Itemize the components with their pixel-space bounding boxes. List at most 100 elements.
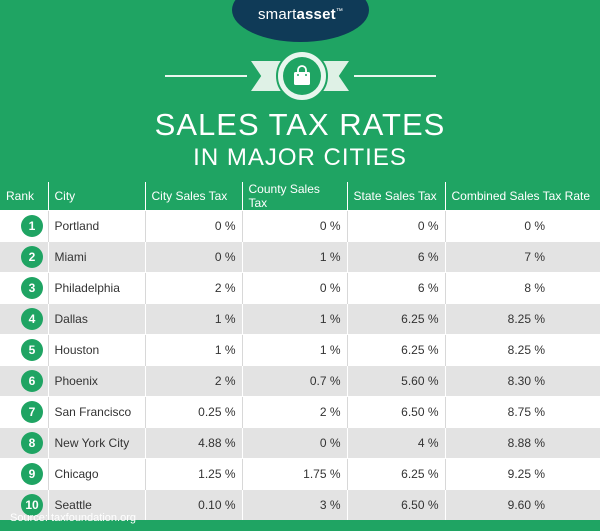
header-city: City bbox=[48, 182, 146, 211]
rank-cell: 6 bbox=[0, 365, 49, 397]
combined-rate-cell: 0 % bbox=[445, 210, 600, 242]
sales-tax-table: Rank City City Sales Tax County Sales Ta… bbox=[0, 182, 600, 520]
rank-badge: 7 bbox=[21, 401, 43, 423]
state-tax-cell: 6.50 % bbox=[347, 489, 446, 520]
combined-rate-cell: 8.75 % bbox=[445, 396, 600, 428]
logo-text-smart: smart bbox=[257, 6, 297, 23]
county-tax-cell: 0 % bbox=[242, 210, 348, 242]
state-tax-cell: 5.60 % bbox=[347, 365, 446, 397]
city-tax-cell: 0 % bbox=[145, 241, 243, 273]
combined-rate-cell: 8 % bbox=[445, 272, 600, 304]
combined-rate-cell: 9.25 % bbox=[445, 458, 600, 490]
county-tax-cell: 0.7 % bbox=[242, 365, 348, 397]
city-tax-cell: 0.10 % bbox=[145, 489, 243, 520]
title-line-1: SALES TAX RATES bbox=[154, 107, 446, 142]
logo-trademark: ™ bbox=[335, 8, 344, 15]
county-tax-cell: 1 % bbox=[242, 241, 348, 273]
county-tax-cell: 1.75 % bbox=[242, 458, 348, 490]
table-row: 10 Seattle 0.10 % 3 % 6.50 % 9.60 % bbox=[0, 489, 600, 520]
city-cell: Seattle bbox=[48, 489, 146, 520]
combined-rate-cell: 9.60 % bbox=[445, 489, 600, 520]
rank-cell: 1 bbox=[0, 210, 49, 242]
state-tax-cell: 4 % bbox=[347, 427, 446, 459]
rank-badge: 3 bbox=[21, 277, 43, 299]
combined-rate-cell: 7 % bbox=[445, 241, 600, 273]
header-county-sales-tax: County Sales Tax bbox=[242, 182, 348, 211]
city-tax-cell: 2 % bbox=[145, 365, 243, 397]
state-tax-cell: 6.25 % bbox=[347, 303, 446, 335]
table-row: 4 Dallas 1 % 1 % 6.25 % 8.25 % bbox=[0, 303, 600, 335]
emblem bbox=[276, 50, 328, 102]
logo-text: smartasset™ bbox=[232, 6, 369, 23]
city-cell: Philadelphia bbox=[48, 272, 146, 304]
city-tax-cell: 2 % bbox=[145, 272, 243, 304]
rank-cell: 4 bbox=[0, 303, 49, 335]
city-tax-cell: 4.88 % bbox=[145, 427, 243, 459]
county-tax-cell: 1 % bbox=[242, 334, 348, 366]
city-tax-cell: 1.25 % bbox=[145, 458, 243, 490]
rank-cell: 9 bbox=[0, 458, 49, 490]
rank-cell: 2 bbox=[0, 241, 49, 273]
table-row: 8 New York City 4.88 % 0 % 4 % 8.88 % bbox=[0, 427, 600, 459]
emblem-inner bbox=[283, 57, 321, 95]
state-tax-cell: 6.25 % bbox=[347, 334, 446, 366]
table-row: 7 San Francisco 0.25 % 2 % 6.50 % 8.75 % bbox=[0, 396, 600, 428]
city-cell: Houston bbox=[48, 334, 146, 366]
table-row: 1 Portland 0 % 0 % 0 % 0 % bbox=[0, 210, 600, 242]
rank-cell: 5 bbox=[0, 334, 49, 366]
city-tax-cell: 0 % bbox=[145, 210, 243, 242]
combined-rate-cell: 8.30 % bbox=[445, 365, 600, 397]
city-cell: Miami bbox=[48, 241, 146, 273]
rank-badge: 6 bbox=[21, 370, 43, 392]
rank-badge: 8 bbox=[21, 432, 43, 454]
rank-cell: 8 bbox=[0, 427, 49, 459]
table-row: 6 Phoenix 2 % 0.7 % 5.60 % 8.30 % bbox=[0, 365, 600, 397]
rank-badge: 5 bbox=[21, 339, 43, 361]
smartasset-logo: smartasset™ bbox=[232, 0, 369, 42]
table-row: 2 Miami 0 % 1 % 6 % 7 % bbox=[0, 241, 600, 273]
header-rank: Rank bbox=[0, 182, 49, 211]
header-combined-rate: Combined Sales Tax Rate bbox=[445, 182, 600, 211]
source-note: Source: taxfoundation.org bbox=[10, 512, 136, 524]
city-cell: Chicago bbox=[48, 458, 146, 490]
decorative-line-left bbox=[165, 75, 247, 77]
rank-cell: 7 bbox=[0, 396, 49, 428]
city-cell: Portland bbox=[48, 210, 146, 242]
rank-cell: 10 bbox=[0, 489, 49, 520]
state-tax-cell: 6 % bbox=[347, 272, 446, 304]
rank-cell: 3 bbox=[0, 272, 49, 304]
county-tax-cell: 3 % bbox=[242, 489, 348, 520]
combined-rate-cell: 8.25 % bbox=[445, 303, 600, 335]
logo-text-asset: asset bbox=[296, 6, 336, 23]
city-tax-cell: 1 % bbox=[145, 334, 243, 366]
state-tax-cell: 6.25 % bbox=[347, 458, 446, 490]
city-cell: New York City bbox=[48, 427, 146, 459]
city-cell: San Francisco bbox=[48, 396, 146, 428]
decorative-line-right bbox=[354, 75, 436, 77]
county-tax-cell: 0 % bbox=[242, 427, 348, 459]
county-tax-cell: 2 % bbox=[242, 396, 348, 428]
rank-badge: 10 bbox=[21, 494, 43, 516]
table-row: 3 Philadelphia 2 % 0 % 6 % 8 % bbox=[0, 272, 600, 304]
header-state-sales-tax: State Sales Tax bbox=[347, 182, 446, 211]
title-line-2: IN MAJOR CITIES bbox=[193, 144, 407, 171]
state-tax-cell: 0 % bbox=[347, 210, 446, 242]
table-header-row: Rank City City Sales Tax County Sales Ta… bbox=[0, 182, 600, 211]
combined-rate-cell: 8.88 % bbox=[445, 427, 600, 459]
city-cell: Dallas bbox=[48, 303, 146, 335]
city-tax-cell: 0.25 % bbox=[145, 396, 243, 428]
rank-badge: 1 bbox=[21, 215, 43, 237]
table-row: 5 Houston 1 % 1 % 6.25 % 8.25 % bbox=[0, 334, 600, 366]
combined-rate-cell: 8.25 % bbox=[445, 334, 600, 366]
county-tax-cell: 0 % bbox=[242, 272, 348, 304]
city-tax-cell: 1 % bbox=[145, 303, 243, 335]
county-tax-cell: 1 % bbox=[242, 303, 348, 335]
rank-badge: 4 bbox=[21, 308, 43, 330]
rank-badge: 2 bbox=[21, 246, 43, 268]
state-tax-cell: 6 % bbox=[347, 241, 446, 273]
shopping-bag-icon bbox=[294, 65, 310, 85]
city-cell: Phoenix bbox=[48, 365, 146, 397]
state-tax-cell: 6.50 % bbox=[347, 396, 446, 428]
table-row: 9 Chicago 1.25 % 1.75 % 6.25 % 9.25 % bbox=[0, 458, 600, 490]
rank-badge: 9 bbox=[21, 463, 43, 485]
